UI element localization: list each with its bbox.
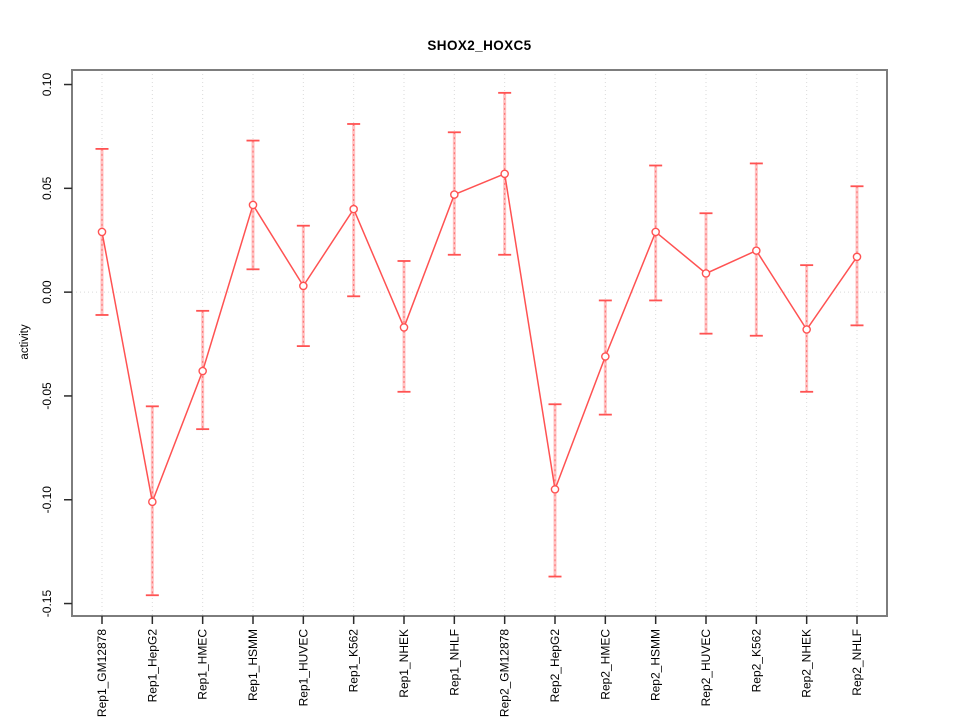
data-point bbox=[550, 485, 560, 494]
chart-title: SHOX2_HOXC5 bbox=[427, 38, 532, 53]
data-point bbox=[802, 325, 811, 334]
x-tick-label: Rep1_HUVEC bbox=[296, 629, 310, 707]
x-tick-label: Rep1_K562 bbox=[347, 629, 361, 693]
y-tick-label: 0.05 bbox=[40, 176, 54, 200]
data-point bbox=[852, 252, 862, 262]
x-tick-label: Rep1_HMEC bbox=[196, 629, 210, 700]
y-axis-label: activity bbox=[19, 324, 31, 360]
y-tick-label: -0.05 bbox=[40, 382, 54, 410]
data-point bbox=[198, 366, 207, 376]
data-point bbox=[299, 281, 308, 291]
x-tick-label: Rep1_NHLF bbox=[447, 629, 461, 696]
x-tick-label: Rep1_NHEK bbox=[397, 629, 411, 698]
y-tick-label: 0.10 bbox=[40, 73, 54, 97]
series-line bbox=[101, 172, 858, 505]
x-tick-label: Rep1_HSMM bbox=[246, 629, 260, 701]
data-point bbox=[399, 323, 409, 332]
x-tick-label: Rep2_NHEK bbox=[800, 629, 814, 698]
data-point bbox=[248, 200, 258, 210]
x-tick-label: Rep2_HUVEC bbox=[699, 629, 713, 707]
y-tick-label: -0.10 bbox=[40, 486, 54, 514]
x-tick-label: Rep1_GM12878 bbox=[95, 629, 109, 717]
x-tick-label: Rep2_GM12878 bbox=[498, 629, 512, 717]
x-tick-label: Rep2_K562 bbox=[749, 629, 763, 693]
x-tick-label: Rep2_NHLF bbox=[850, 629, 864, 696]
data-point bbox=[701, 269, 711, 278]
x-tick-label: Rep2_HSMM bbox=[649, 629, 663, 701]
plot-frame bbox=[71, 69, 888, 617]
x-tick-label: Rep2_HMEC bbox=[598, 629, 612, 700]
data-point bbox=[601, 352, 610, 361]
x-tick-label: Rep2_HepG2 bbox=[548, 629, 562, 703]
data-point bbox=[651, 227, 660, 237]
x-tick-label: Rep1_HepG2 bbox=[145, 629, 159, 703]
y-tick-label: 0.00 bbox=[40, 280, 54, 304]
data-point bbox=[450, 190, 459, 199]
data-point bbox=[349, 204, 358, 214]
data-point bbox=[97, 227, 107, 237]
y-tick-label: -0.15 bbox=[40, 590, 54, 618]
data-point bbox=[500, 169, 509, 179]
data-point bbox=[148, 497, 157, 507]
data-point bbox=[752, 246, 761, 255]
